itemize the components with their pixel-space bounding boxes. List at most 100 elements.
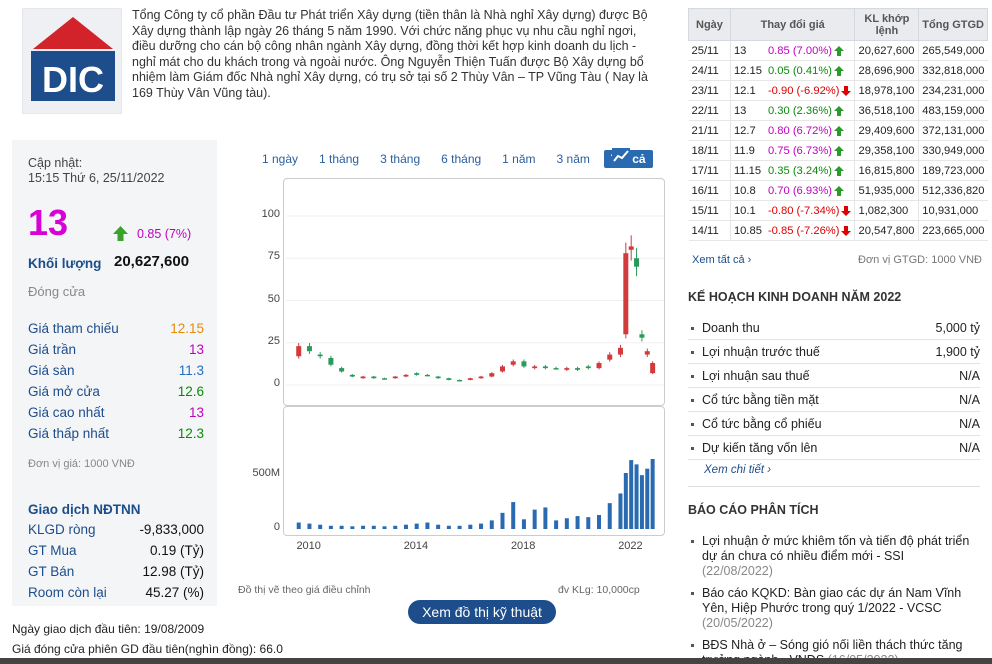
tab-period[interactable]: 3 năm bbox=[556, 152, 590, 166]
report-item[interactable]: Báo cáo KQKD: Bàn giao các dự án Nam Vĩn… bbox=[688, 586, 978, 631]
price-row: Giá cao nhất 13 bbox=[28, 402, 204, 423]
history-date: 23/11 bbox=[688, 80, 731, 101]
candle bbox=[521, 361, 527, 367]
candle bbox=[414, 373, 420, 375]
arrow-up-icon bbox=[834, 185, 845, 196]
candle bbox=[607, 354, 613, 360]
candle bbox=[339, 368, 345, 372]
volume-bar bbox=[436, 524, 441, 529]
history-row: 24/11 12.15 0.05 (0.41%) 28,696,900 332,818,… bbox=[688, 60, 988, 81]
candle bbox=[349, 374, 355, 377]
report-date: (22/08/2022) bbox=[702, 564, 773, 578]
tab-period[interactable]: 3 tháng bbox=[380, 152, 421, 166]
x-tick-label: 2010 bbox=[296, 540, 321, 552]
candle bbox=[585, 366, 591, 369]
history-date: 24/11 bbox=[688, 60, 731, 81]
candle bbox=[623, 253, 629, 335]
see-all-link[interactable]: Xem tất cả › bbox=[692, 254, 752, 266]
foreign-trading-title: Giao dịch NĐTNN bbox=[28, 502, 141, 517]
col-change: Thay đổi giá bbox=[729, 8, 856, 41]
plan-row: Cổ tức bằng tiền mặt N/A bbox=[688, 388, 980, 412]
tab-period[interactable]: 6 tháng bbox=[441, 152, 482, 166]
report-item[interactable]: Lợi nhuận ở mức khiêm tốn và tiến độ phá… bbox=[688, 534, 978, 579]
history-price: 12.1 bbox=[733, 84, 756, 97]
history-value: 265,549,000 bbox=[918, 40, 988, 61]
history-change-cell: 11.9 0.75 (6.73%) bbox=[729, 140, 855, 161]
arrow-down-icon bbox=[841, 205, 852, 216]
foreign-row-label: GT Bán bbox=[28, 564, 75, 579]
chart-note: Đồ thị vẽ theo giá điều chỉnh bbox=[238, 584, 371, 596]
volume-bar bbox=[307, 523, 312, 529]
history-value: 332,818,000 bbox=[918, 60, 988, 81]
price-row: Giá mở cửa 12.6 bbox=[28, 381, 204, 402]
technical-chart-button[interactable]: Xem đồ thị kỹ thuật bbox=[408, 600, 556, 624]
tab-period[interactable]: 1 năm bbox=[502, 152, 536, 166]
history-price: 10.85 bbox=[733, 224, 762, 237]
candle bbox=[639, 334, 645, 338]
arrow-down-icon bbox=[841, 225, 852, 236]
history-date: 21/11 bbox=[688, 120, 731, 141]
update-label: Cập nhật: bbox=[28, 156, 83, 170]
price-rows: Giá tham chiếu 12.15 Giá trần 13 Giá sàn 11.3… bbox=[28, 318, 204, 444]
history-row: 23/11 12.1 -0.90 (-6.92%) 18,978,100 234,231… bbox=[688, 80, 988, 101]
history-change-cell: 12.15 0.05 (0.41%) bbox=[729, 60, 855, 81]
volume-bar bbox=[511, 502, 516, 529]
plan-table: Doanh thu 5,000 tỷ Lợi nhuận trước thuế 1,9… bbox=[688, 316, 980, 460]
volume-label: Khối lượng bbox=[28, 256, 102, 271]
candle bbox=[382, 378, 388, 380]
chart-type-icon[interactable] bbox=[612, 148, 630, 169]
volume-bar bbox=[575, 516, 580, 529]
history-date: 22/11 bbox=[688, 100, 731, 121]
history-row: 17/11 11.15 0.35 (3.24%) 16,815,800 189,723,… bbox=[688, 160, 988, 181]
plan-row-label: Cổ tức bằng cổ phiếu bbox=[702, 416, 822, 431]
update-time: Cập nhật: 15:15 Thứ 6, 25/11/2022 bbox=[28, 156, 165, 186]
history-change: 0.35 (3.24%) bbox=[767, 164, 833, 177]
candle bbox=[575, 368, 581, 370]
candle bbox=[650, 363, 656, 374]
history-price: 12.15 bbox=[733, 64, 762, 77]
candle bbox=[435, 376, 441, 379]
plan-row-label: Lợi nhuận trước thuế bbox=[702, 344, 820, 359]
candle bbox=[596, 363, 602, 369]
volume-bar bbox=[650, 459, 655, 529]
plan-more-link[interactable]: Xem chi tiết › bbox=[704, 464, 772, 476]
foreign-row: GT Mua 0.19 (Tỷ) bbox=[28, 540, 204, 561]
history-date: 16/11 bbox=[688, 180, 731, 201]
col-value: Tổng GTGD bbox=[918, 8, 988, 41]
candle bbox=[360, 376, 366, 379]
y-tick-label: 0 bbox=[273, 377, 280, 389]
plan-row-value: 5,000 tỷ bbox=[935, 320, 980, 335]
volume-bar bbox=[554, 520, 559, 529]
history-date: 18/11 bbox=[688, 140, 731, 161]
volume-bar bbox=[623, 473, 628, 529]
history-value: 330,949,000 bbox=[918, 140, 988, 161]
volume-bar bbox=[393, 525, 398, 529]
report-title: Lợi nhuận ở mức khiêm tốn và tiến độ phá… bbox=[702, 534, 970, 563]
foreign-row: KLGD ròng -9,833,000 bbox=[28, 519, 204, 540]
history-change-cell: 10.8 0.70 (6.93%) bbox=[729, 180, 855, 201]
history-row: 22/11 13 0.30 (2.36%) 36,518,100 483,159,000 bbox=[688, 100, 988, 121]
price-row-value: 12.6 bbox=[177, 384, 204, 399]
history-row: 14/11 10.85 -0.85 (-7.26%) 20,547,800 223,66… bbox=[688, 220, 988, 241]
volume-bar bbox=[296, 522, 301, 529]
tab-period[interactable]: 1 tháng bbox=[319, 152, 360, 166]
candle bbox=[392, 376, 398, 379]
history-date: 17/11 bbox=[688, 160, 731, 181]
bottom-bar bbox=[0, 658, 992, 664]
candle bbox=[564, 368, 570, 370]
volume-bar bbox=[339, 525, 344, 529]
history-volume: 51,935,000 bbox=[854, 180, 919, 201]
price-row-value: 12.15 bbox=[170, 321, 204, 336]
candle bbox=[634, 258, 640, 267]
history-change-cell: 10.85 -0.85 (-7.26%) bbox=[729, 220, 855, 241]
up-arrow-icon bbox=[113, 226, 128, 241]
volume-unit-note: đv KLg: 10,000cp bbox=[558, 584, 640, 596]
volume-tick-label: 0 bbox=[273, 521, 280, 533]
history-change-cell: 12.7 0.80 (6.72%) bbox=[729, 120, 855, 141]
arrow-up-icon bbox=[834, 105, 845, 116]
price-row-value: 13 bbox=[188, 405, 204, 420]
x-tick-label: 2018 bbox=[510, 540, 536, 552]
tab-period[interactable]: 1 ngày bbox=[262, 152, 299, 166]
volume-bar bbox=[479, 523, 484, 529]
